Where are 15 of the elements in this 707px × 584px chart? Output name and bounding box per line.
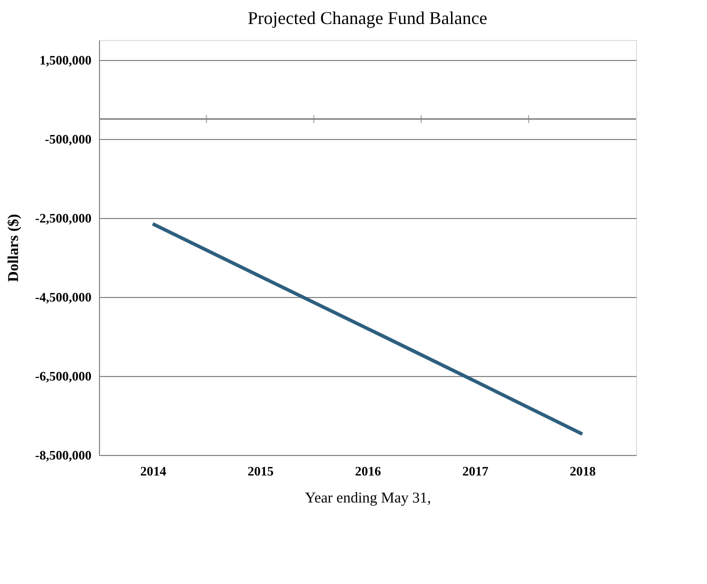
x-tick-label: 2015: [248, 464, 274, 478]
line-series: [150, 222, 584, 436]
y-axis-title: Dollars ($): [6, 214, 22, 282]
x-tick-label: 2017: [462, 464, 489, 478]
x-tick-label: 2014: [140, 464, 167, 478]
y-tick-label: 1,500,000: [40, 52, 92, 68]
y-tick-label: -2,500,000: [35, 210, 92, 226]
y-tick-label: -6,500,000: [35, 368, 92, 384]
y-tick-label: -4,500,000: [35, 289, 92, 304]
y-tick-label: -8,500,000: [35, 448, 92, 462]
x-axis-title: Year ending May 31,: [305, 490, 431, 506]
x-tick-label: 2016: [355, 464, 382, 478]
y-tick-label: -500,000: [44, 131, 92, 146]
x-tick-label: 2018: [570, 464, 596, 478]
chart-title: Projected Chanage Fund Balance: [248, 8, 488, 28]
